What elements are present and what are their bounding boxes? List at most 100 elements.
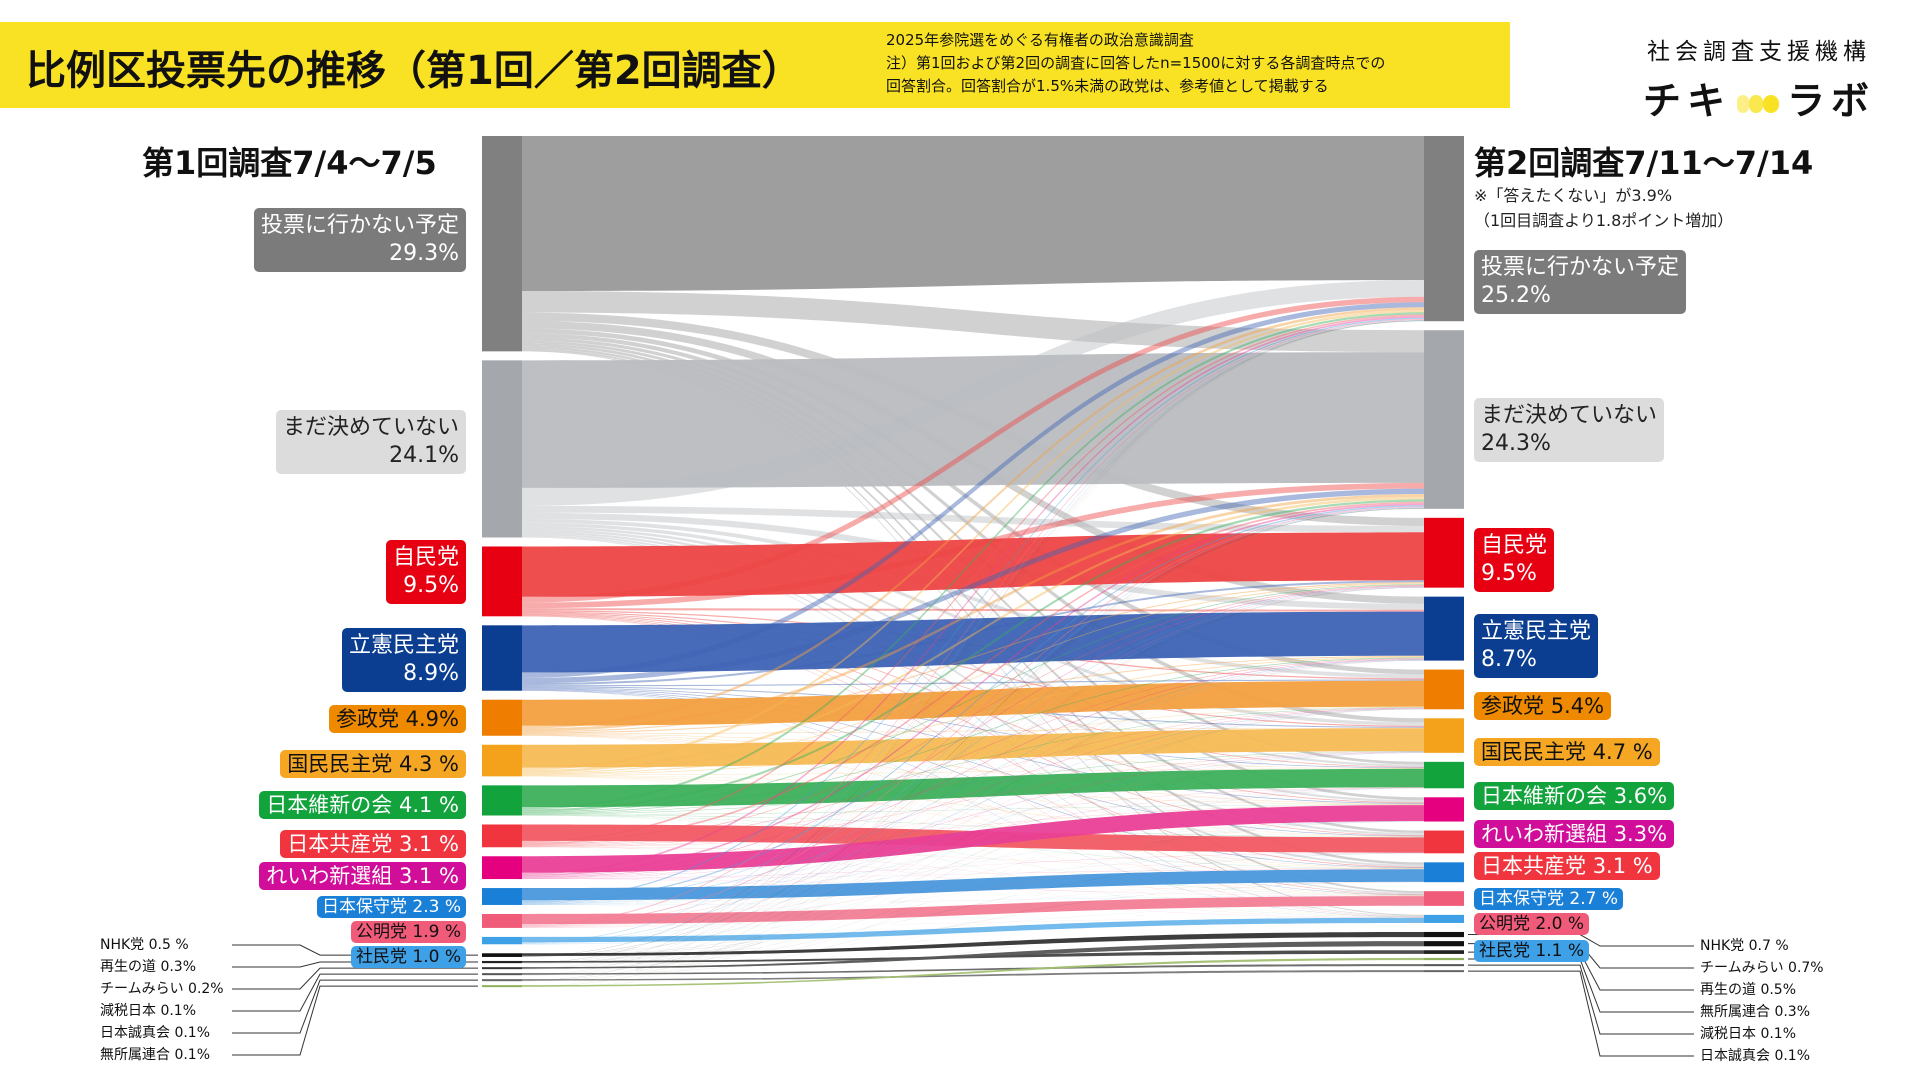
left-label-genzei: 減税日本 0.1% [100,1003,196,1019]
survey-note-3: 回答割合。回答割合が1.5%未満の政党は、参考値として掲載する [886,77,1329,95]
right-label-name: 減税日本 [1700,1026,1756,1042]
right-label-name: 日本共産党 [1481,854,1586,878]
flow-nhk-to-nhk [522,931,1424,956]
flow-sansei-to-undecided [522,494,1424,732]
left-label-name: 社民党 [356,947,407,967]
right-label-name: 日本誠真会 [1700,1048,1770,1064]
flow-hoshu-to-no_vote [522,317,1424,902]
right-label-name: 国民民主党 [1481,740,1586,764]
right-label-komei: 公明党 2.0 % [1474,913,1589,935]
left-label-name: 減税日本 [100,1003,156,1019]
flow-seishin-to-sdp [522,922,1424,982]
flow-komei-to-dpfp [522,752,1424,928]
flow-reiwa-to-no_vote [522,316,1424,875]
flow-sdp-to-sdp [522,917,1424,943]
left-label-name: 日本誠真会 [100,1025,170,1041]
flow-mushozoku-to-sdp [522,922,1424,988]
flow-komei-to-sdp [522,917,1424,928]
flow-dpfp-to-dpfp [522,728,1424,768]
flow-genzei-to-komei [522,905,1424,976]
flow-ldp-to-dpfp [522,611,1424,727]
flow-ishin-to-cdp [522,657,1424,814]
right-label-name: 無所属連合 [1700,1004,1770,1020]
right-node-komei [1424,891,1464,906]
flow-seishin-to-cdp [522,660,1424,982]
flow-reiwa-to-sdp [522,878,1424,918]
left-node-komei [482,913,522,928]
flow-mirai-to-undecided [522,508,1424,969]
left-label-reiwa: れいわ新選組 3.1 % [259,862,466,890]
flow-komei-to-hoshu [522,881,1424,928]
flow-mushozoku-to-reiwa [522,821,1424,988]
left-node-sansei [482,699,522,736]
right-label-jcp: 日本共産党 3.1 % [1474,852,1660,880]
survey-note-1: 2025年参院選をめぐる有権者の政治意識調査 [886,31,1194,49]
flow-saisei-to-ishin [522,788,1424,964]
left-label-nhk: NHK党 0.5 % [100,937,189,953]
flow-hoshu-to-cdp [522,659,1424,904]
right-label-value: 3.3% [1613,822,1668,846]
left-label-value: 0.2% [188,981,224,997]
flow-reiwa-to-hoshu [522,869,1424,879]
flow-hoshu-to-jcp [522,852,1424,905]
right-label-saisei: 再生の道 0.5% [1700,982,1796,998]
flow-ldp-to-ishin [522,612,1424,768]
right-label-ldp: 自民党 9.5% [1474,528,1555,592]
right-label-mirai: チームみらい 0.7% [1700,960,1824,976]
left-node-dpfp [482,744,522,777]
left-label-cdp: 立憲民主党 8.9% [341,628,466,692]
left-leader-mirai [232,967,478,990]
right-node-nhk [1424,931,1464,938]
right-label-value: 3.1 % [1592,854,1653,878]
flow-mushozoku-to-ldp [522,587,1424,987]
right-label-seishin: 日本誠真会 0.1% [1700,1048,1810,1064]
flow-jcp-to-hoshu [522,846,1424,870]
left-label-value: 9.5% [403,573,459,598]
flow-reiwa-to-cdp [522,658,1424,878]
left-label-jcp: 日本共産党 3.1 % [280,830,466,858]
left-label-value: 4.1 % [398,793,459,817]
flow-cdp-to-jcp [522,688,1424,837]
flow-mushozoku-to-cdp [522,660,1424,988]
flow-genzei-to-reiwa [522,821,1424,976]
flow-saisei-to-jcp [522,853,1424,964]
flow-cdp-to-undecided [522,488,1424,684]
left-label-name: 日本保守党 [322,897,407,917]
right-label-dpfp: 国民民主党 4.7 % [1474,738,1660,766]
flow-reiwa-to-sansei [522,708,1424,878]
flow-ishin-to-ldp [522,584,1424,813]
flow-komei-to-sansei [522,708,1424,928]
flow-sdp-to-reiwa [522,821,1424,945]
flow-dpfp-to-sansei [522,706,1424,775]
left-label-dpfp: 国民民主党 4.3 % [280,750,466,778]
left-label-name: 参政党 [335,707,399,731]
right-label-nhk: NHK党 0.7 % [1700,938,1789,954]
flow-jcp-to-dpfp [522,751,1424,847]
organization-logo: 社会調査支援機構 チキ ラボ [1636,32,1882,125]
left-label-mirai: チームみらい 0.2% [100,981,224,997]
logo-text-left: チキ [1642,79,1731,123]
flow-sansei-to-sdp [522,735,1424,918]
flow-jcp-to-undecided [522,501,1424,845]
flow-mushozoku-to-sansei [522,709,1424,988]
left-label-name: 公明党 [356,922,407,942]
right-label-name: 日本保守党 [1479,889,1564,909]
flow-nhk-to-jcp [522,853,1424,957]
flow-no_vote-to-hoshu [522,346,1424,865]
right-label-value: 0.3% [1774,1004,1811,1020]
flow-jcp-to-ldp [522,585,1424,846]
flow-saisei-to-dpfp [522,752,1424,964]
title-bar: 比例区投票先の推移（第1回／第2回調査） 2025年参院選をめぐる有権者の政治意… [0,22,1510,108]
flow-mushozoku-to-undecided [522,508,1424,987]
left-label-mushozoku: 無所属連合 0.1% [100,1047,210,1063]
left-label-value: 4.3 % [398,752,459,776]
right-leader-seishin [1468,970,1694,1057]
left-round-title: 第1回調査7/4～7/5 [142,144,437,182]
flow-nhk-to-komei [522,905,1424,957]
left-node-jcp [482,824,522,848]
flow-seishin-to-sansei [522,709,1424,982]
right-label-value: 4.7 % [1592,740,1653,764]
left-label-name: 自民党 [392,545,459,570]
left-label-value: 24.1% [389,443,459,468]
left-label-name: れいわ新選組 [266,864,393,888]
